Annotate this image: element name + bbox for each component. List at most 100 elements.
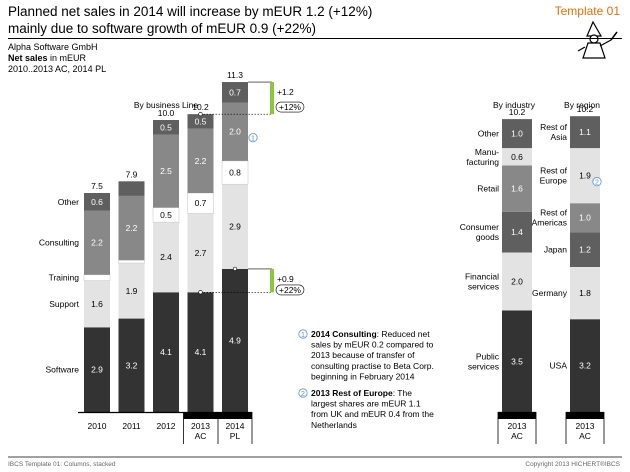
highlight-axis-block-region bbox=[566, 413, 604, 419]
bar-consulting-2014-pl bbox=[222, 102, 248, 161]
data-label-industry-retail: 1.6 bbox=[511, 184, 523, 194]
bar-industry-public-services bbox=[502, 310, 532, 412]
data-label-training-2012: 0.5 bbox=[160, 210, 172, 220]
category-label-industry-other-0: Other bbox=[478, 129, 499, 139]
delta-total-percent: +12% bbox=[279, 102, 301, 112]
delta-total-value: +1.2 bbox=[277, 87, 294, 97]
total-label-2010: 7.5 bbox=[91, 181, 103, 191]
data-label-consulting-2014-pl: 2.0 bbox=[229, 127, 241, 137]
delta-software-value: +0.9 bbox=[277, 274, 294, 284]
bar-region-japan bbox=[570, 232, 600, 267]
bar-software-2010 bbox=[84, 327, 110, 412]
legend-label-training: Training bbox=[49, 273, 80, 283]
category-label-region-usa-0: USA bbox=[550, 361, 568, 371]
category-label-industry-manu-facturing-1: facturing bbox=[466, 157, 499, 167]
data-label-other-2014-pl: 0.7 bbox=[229, 87, 241, 97]
bar-consulting-2011 bbox=[118, 195, 145, 261]
bar-training-2010 bbox=[83, 274, 111, 281]
bar-other-2011 bbox=[118, 181, 145, 196]
delta-total-bar bbox=[270, 82, 274, 115]
bar-region-rest-of-asia bbox=[570, 116, 600, 149]
chart-title-region: By region bbox=[564, 100, 600, 110]
bar-training-2011 bbox=[118, 259, 145, 264]
tick-label-2012-0: 2012 bbox=[157, 421, 176, 431]
delta-software-percent-pill bbox=[275, 284, 305, 296]
delta-total-percent-pill bbox=[275, 101, 305, 113]
delta-software-percent: +22% bbox=[279, 285, 301, 295]
tick-label-region-1: AC bbox=[579, 431, 591, 441]
note-1-title: 2014 Consulting bbox=[311, 329, 377, 339]
category-label-region-rest-of-asia-1: Asia bbox=[550, 132, 567, 142]
header-separator bbox=[8, 38, 622, 39]
category-label-region-japan-0: Japan bbox=[544, 245, 567, 255]
category-label-region-rest-of-europe-0: Rest of bbox=[540, 166, 568, 176]
bar-software-2013-ac bbox=[187, 292, 214, 412]
legend-label-software: Software bbox=[45, 365, 79, 375]
note-1-line-4: beginning in February 2014 bbox=[311, 371, 415, 381]
legend-label-other: Other bbox=[58, 197, 79, 207]
tick-label-industry-1: AC bbox=[511, 431, 523, 441]
tick-label-region-0: 2013 bbox=[576, 421, 595, 431]
bar-region-rest-of-europe bbox=[570, 148, 600, 204]
bar-other-2014-pl bbox=[222, 82, 248, 103]
data-label-support-2014-pl: 2.9 bbox=[229, 222, 241, 232]
note-marker-1 bbox=[248, 133, 258, 143]
data-label-consulting-2013-ac: 2.2 bbox=[195, 156, 207, 166]
tick-label-industry-0: 2013 bbox=[508, 421, 527, 431]
data-label-region-rest-of-americas: 1.0 bbox=[579, 213, 591, 223]
chart-subtitle: Alpha Software GmbH Net sales in mEUR 20… bbox=[8, 42, 106, 75]
category-label-industry-financial-services-1: services bbox=[468, 282, 499, 292]
note-2-line-1: largest shares are mEUR 1.1 bbox=[311, 399, 421, 409]
highlight-axis-block-industry bbox=[498, 413, 536, 419]
tick-label-2014-pl-1: PL bbox=[230, 431, 241, 441]
bar-other-2013-ac bbox=[187, 114, 214, 129]
total-label-2012: 10.0 bbox=[158, 108, 175, 118]
data-label-software-2010: 2.9 bbox=[91, 365, 103, 375]
data-label-software-2012: 4.1 bbox=[160, 347, 172, 357]
data-label-support-2010: 1.6 bbox=[91, 299, 103, 309]
data-label-software-2013-ac: 4.1 bbox=[195, 347, 207, 357]
note-1-line-2: 2013 because of transfer of bbox=[311, 350, 415, 360]
delta-software-marker-ac bbox=[198, 290, 203, 295]
data-label-industry-public-services: 3.5 bbox=[511, 356, 523, 366]
bar-consulting-2010 bbox=[84, 210, 110, 275]
note-marker-2-label: 2 bbox=[595, 180, 599, 187]
template-label: Template 01 bbox=[554, 4, 620, 18]
total-label-industry: 10.2 bbox=[509, 107, 526, 117]
tick-label-2014-pl-0: 2014 bbox=[226, 421, 245, 431]
data-label-region-germany: 1.8 bbox=[579, 288, 591, 298]
data-label-industry-consumer-goods: 1.4 bbox=[511, 227, 523, 237]
category-label-region-rest-of-europe-1: Europe bbox=[540, 176, 568, 186]
data-label-region-usa: 3.2 bbox=[579, 361, 591, 371]
note-1-marker-label: 1 bbox=[301, 332, 305, 339]
bar-industry-other bbox=[502, 119, 532, 149]
bar-software-2012 bbox=[153, 292, 179, 412]
measure-bold: Net sales bbox=[8, 53, 48, 63]
data-label-software-2011: 3.2 bbox=[126, 360, 138, 370]
data-label-consulting-2012: 2.5 bbox=[160, 166, 172, 176]
data-label-region-japan: 1.2 bbox=[579, 245, 591, 255]
delta-software-marker-pl bbox=[232, 266, 238, 272]
bar-region-germany bbox=[570, 267, 600, 320]
bar-software-2011 bbox=[118, 318, 145, 412]
category-label-industry-financial-services-0: Financial bbox=[465, 272, 499, 282]
category-label-industry-public-services-0: Public bbox=[476, 351, 500, 361]
note-2-text-0: : The bbox=[393, 388, 412, 398]
company-name: Alpha Software GmbH bbox=[8, 42, 98, 52]
bar-industry-consumer-goods bbox=[502, 211, 532, 253]
data-label-support-2012: 2.4 bbox=[160, 252, 172, 262]
bar-consulting-2013-ac bbox=[187, 128, 214, 193]
title-line-1: Planned net sales in 2014 will increase … bbox=[8, 4, 373, 19]
note-marker-1-label: 1 bbox=[251, 136, 255, 143]
tick-label-2013-ac-0: 2013 bbox=[191, 421, 210, 431]
total-label-2014-pl: 11.3 bbox=[227, 70, 243, 80]
note-2-marker-label: 2 bbox=[301, 391, 305, 398]
data-label-training-2013-ac: 0.7 bbox=[195, 198, 207, 208]
data-label-software-2014-pl: 4.9 bbox=[229, 335, 241, 345]
period-line: 2010..2013 AC, 2014 PL bbox=[8, 64, 107, 74]
category-label-industry-consumer-goods-0: Consumer bbox=[460, 222, 499, 232]
category-label-region-rest-of-americas-0: Rest of bbox=[540, 208, 568, 218]
legend-label-support: Support bbox=[49, 299, 79, 309]
data-label-industry-manu-facturing: 0.6 bbox=[511, 152, 523, 162]
bar-region-rest-of-americas bbox=[570, 203, 600, 233]
